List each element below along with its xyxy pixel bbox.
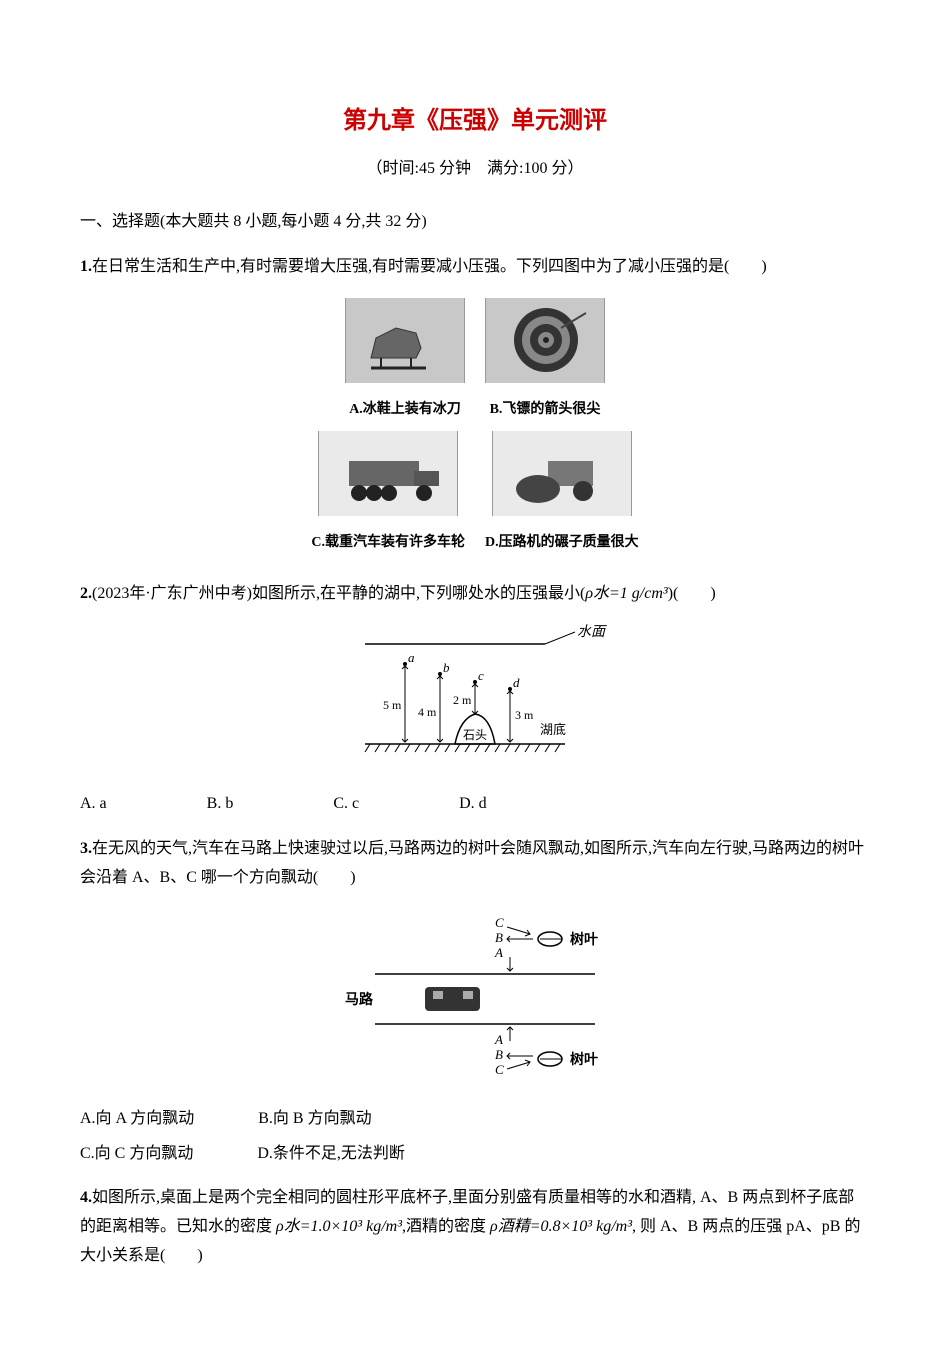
ice-skate-icon [346,298,464,383]
q1-caption-c: C.载重汽车装有许多车轮 [311,530,465,555]
question-2-formula: ρ水=1 g/cm³ [585,585,667,602]
q1-caption-d: D.压路机的碾子质量很大 [485,530,639,555]
question-1-text: 1.在日常生活和生产中,有时需要增大压强,有时需要减小压强。下列四图中为了减小压… [80,253,870,282]
question-2-diagram: 水面 [80,624,870,774]
truck-icon [319,431,457,516]
question-2-options: A. a B. b C. c D. d [80,790,870,819]
depth-d: 3 m [515,708,534,722]
lake-bottom-label: 湖底 [540,722,566,737]
question-1: 1.在日常生活和生产中,有时需要增大压强,有时需要减小压强。下列四图中为了减小压… [80,253,870,564]
point-d-label: d [513,675,520,690]
title-suffix: 单元测评 [511,108,607,134]
leaf-bottom-label: 树叶 [570,1051,598,1068]
question-4-formula1: ρ水=1.0×10³ kg/m³ [276,1218,402,1235]
question-1-figures: A.冰鞋上装有冰刀 B.飞镖的箭头很尖 [80,298,870,564]
svg-text:C: C [495,1062,504,1077]
question-3-options: A.向 A 方向飘动 B.向 B 方向飘动 C.向 C 方向飘动 D.条件不足,… [80,1105,870,1169]
q1-figure-a: A.冰鞋上装有冰刀 [345,298,465,423]
lake-diagram: 水面 [325,624,625,774]
q3-option-d: D.条件不足,无法判断 [257,1140,405,1169]
q1-figure-d: D.压路机的碾子质量很大 [485,431,639,556]
question-2: 2.(2023年·广东广州中考)如图所示,在平静的湖中,下列哪处水的压强最小(ρ… [80,580,870,820]
q2-option-b: B. b [207,790,234,819]
question-4-formula2: ρ酒精=0.8×10³ kg/m³ [490,1218,632,1235]
subtitle: （时间:45 分钟 满分:100 分） [80,155,870,184]
question-4-text: 4.如图所示,桌面上是两个完全相同的圆柱形平底杯子,里面分别盛有质量相等的水和酒… [80,1184,870,1270]
question-2-num: 2. [80,585,92,602]
question-3-body: 在无风的天气,汽车在马路上快速驶过以后,马路两边的树叶会随风飘动,如图所示,汽车… [80,840,864,886]
point-a-label: a [408,650,415,665]
question-1-body: 在日常生活和生产中,有时需要增大压强,有时需要减小压强。下列四图中为了减小压强的… [92,258,767,275]
question-3-num: 3. [80,840,92,857]
question-3-diagram: 马路 树叶 C B A 树叶 A B [80,909,870,1089]
q2-option-d: D. d [459,790,487,819]
q1-caption-a: A.冰鞋上装有冰刀 [345,397,465,422]
question-4-part2: ,酒精的密度 [402,1218,490,1235]
question-2-text: 2.(2023年·广东广州中考)如图所示,在平静的湖中,下列哪处水的压强最小(ρ… [80,580,870,609]
leaf-top-label: 树叶 [570,931,598,948]
svg-text:C: C [495,915,504,930]
depth-a: 5 m [383,698,402,712]
svg-text:B: B [495,930,503,945]
q3-option-a: A.向 A 方向飘动 [80,1105,194,1134]
question-1-num: 1. [80,258,92,275]
depth-b: 4 m [418,705,437,719]
title-red-part: 第九章《压强》 [343,108,511,134]
depth-c: 2 m [453,693,472,707]
question-2-suffix: )( ) [668,585,716,602]
question-4: 4.如图所示,桌面上是两个完全相同的圆柱形平底杯子,里面分别盛有质量相等的水和酒… [80,1184,870,1270]
dartboard-icon [486,298,604,383]
q2-option-a: A. a [80,790,107,819]
section-1-header: 一、选择题(本大题共 8 小题,每小题 4 分,共 32 分) [80,208,870,237]
q1-figure-b: B.飞镖的箭头很尖 [485,298,605,423]
svg-text:A: A [494,945,503,960]
q3-option-b: B.向 B 方向飘动 [258,1105,371,1134]
road-roller-icon [493,431,631,516]
q1-figure-d-img [492,431,632,516]
question-2-prefix: (2023年·广东广州中考)如图所示,在平静的湖中,下列哪处水的压强最小( [92,585,585,602]
q1-figure-c: C.载重汽车装有许多车轮 [311,431,465,556]
svg-text:A: A [494,1032,503,1047]
q1-caption-b: B.飞镖的箭头很尖 [485,397,605,422]
car-road-diagram: 马路 树叶 C B A 树叶 A B [315,909,635,1089]
point-c-label: c [478,668,484,683]
road-label: 马路 [345,991,374,1008]
rock-label: 石头 [463,728,487,742]
q1-figure-a-img [345,298,465,383]
page-title: 第九章《压强》单元测评 [80,100,870,143]
point-b-label: b [443,660,450,675]
q3-option-c: C.向 C 方向飘动 [80,1140,193,1169]
q1-figure-c-img [318,431,458,516]
question-3-text: 3.在无风的天气,汽车在马路上快速驶过以后,马路两边的树叶会随风飘动,如图所示,… [80,835,870,893]
water-surface-label: 水面 [577,624,607,640]
svg-text:B: B [495,1047,503,1062]
q1-figure-b-img [485,298,605,383]
question-4-num: 4. [80,1189,92,1206]
question-3: 3.在无风的天气,汽车在马路上快速驶过以后,马路两边的树叶会随风飘动,如图所示,… [80,835,870,1168]
q2-option-c: C. c [333,790,359,819]
